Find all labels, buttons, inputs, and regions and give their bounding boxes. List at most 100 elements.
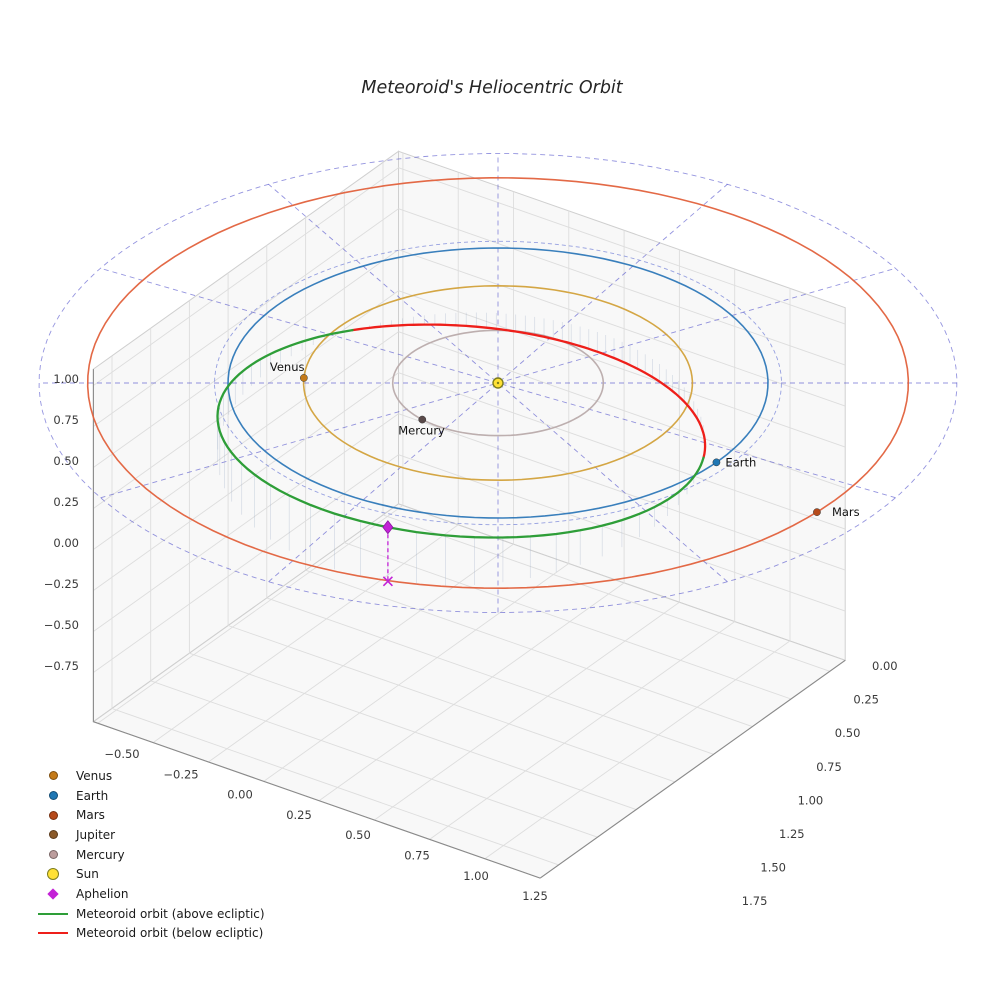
- grid-wall-z-left: [93, 290, 399, 509]
- y-tick-label: 1.50: [760, 861, 786, 875]
- legend-label: Venus: [76, 768, 113, 783]
- earth-label: Earth: [725, 455, 756, 469]
- grid-floor-y: [382, 514, 830, 672]
- x-tick-label: 1.00: [463, 869, 489, 883]
- grid-floor-x: [152, 524, 459, 743]
- grid-floor-x: [429, 621, 735, 840]
- grid-floor-x: [263, 563, 570, 782]
- grid-spoke: [100, 267, 896, 499]
- grid-wall-z-left: [93, 331, 399, 550]
- aphelion-marker: [382, 520, 394, 535]
- venus-orbit: [302, 284, 694, 482]
- grid-wall-z-left: [93, 167, 399, 386]
- grid-floor-y: [189, 652, 637, 811]
- x-tick-label: 0.00: [227, 788, 253, 802]
- mercury-marker: [418, 415, 427, 424]
- legend-marker-dot: [36, 850, 70, 860]
- grid-floor-y: [266, 597, 714, 755]
- legend-marker-diamond: [36, 888, 70, 900]
- grid-wall-z-left: [93, 208, 399, 427]
- grid-floor-y: [111, 708, 559, 866]
- grid-wall-z-left: [93, 372, 399, 591]
- earth-orbit: [227, 247, 769, 519]
- z-tick-label: 0.50: [53, 454, 79, 468]
- grid-floor-y: [344, 542, 792, 700]
- grid-wall-z-left: [93, 413, 399, 632]
- legend-item: Meteoroid orbit (above ecliptic): [36, 904, 265, 924]
- grid-floor-x: [208, 543, 514, 763]
- y-tick-label: 1.25: [779, 827, 805, 841]
- legend-diamond-swatch: [47, 888, 59, 900]
- legend-line-swatch: [38, 912, 68, 915]
- legend-dot-swatch: [48, 791, 58, 801]
- y-tick-label: 0.25: [853, 693, 879, 707]
- grid-spoke: [268, 183, 728, 583]
- grid-spoke: [100, 267, 896, 499]
- legend-label: Earth: [76, 788, 109, 803]
- legend-item: Aphelion: [36, 884, 265, 904]
- grid-floor-y: [227, 625, 676, 783]
- grid-wall-z-right: [398, 413, 846, 571]
- grid-floor-x: [97, 505, 404, 724]
- legend-item: Sun: [36, 864, 265, 884]
- legend-marker-dot: [36, 791, 70, 801]
- x-tick-label: 1.25: [522, 889, 548, 903]
- legend-label: Aphelion: [76, 886, 129, 901]
- x-tick-label: 0.50: [345, 828, 371, 842]
- grid-wall-z-right: [398, 208, 846, 366]
- grid-wall-z-right: [398, 454, 846, 612]
- y-tick-label: 0.00: [872, 659, 898, 673]
- grid-floor-y: [305, 569, 753, 728]
- legend-line-swatch: [38, 932, 68, 935]
- meteoroid-orbit-below: [351, 323, 707, 459]
- z-tick-label: 0.25: [53, 495, 79, 509]
- legend-dot-swatch: [48, 771, 58, 781]
- mars-orbit: [86, 176, 910, 590]
- y-tick-label: 1.00: [798, 793, 824, 807]
- y-axis-line: [539, 659, 846, 879]
- legend-dot-large-swatch: [47, 868, 59, 881]
- legend-label: Jupiter: [76, 827, 116, 842]
- legend-label: Meteoroid orbit (below ecliptic): [76, 926, 264, 941]
- aphelion-ground-marker: [382, 576, 393, 587]
- legend-item: Mercury: [36, 845, 265, 865]
- grid-floor-x: [318, 582, 625, 802]
- grid-wall-z-right: [398, 372, 846, 530]
- legend-marker-dot-large: [36, 868, 70, 881]
- legend-item: Mars: [36, 805, 265, 825]
- legend-marker-line: [36, 932, 70, 935]
- grid-outer-circle: [38, 153, 958, 613]
- z-tick-label: −0.25: [44, 577, 79, 591]
- grid-wall-z-left: [93, 454, 399, 673]
- z-tick-label: 0.75: [53, 413, 79, 427]
- legend: Venus Earth Mars Jupiter Mercury Sun Aphelion M…: [36, 766, 265, 943]
- grid-floor-x: [374, 601, 680, 821]
- legend-label: Sun: [76, 867, 99, 882]
- legend-item: Jupiter: [36, 825, 265, 845]
- legend-item: Meteoroid orbit (below ecliptic): [36, 924, 265, 944]
- legend-label: Mars: [76, 808, 105, 823]
- grid-inner-circle: [214, 240, 782, 526]
- sun-marker-core: [496, 381, 500, 385]
- y-tick-label: 1.75: [742, 894, 768, 908]
- legend-dot-swatch: [48, 850, 58, 860]
- earth-marker: [712, 458, 721, 467]
- grid-wall-z-right: [398, 290, 846, 448]
- venus-label: Venus: [270, 360, 305, 374]
- chart-title: Meteoroid's Heliocentric Orbit: [361, 78, 623, 98]
- legend-marker-dot: [36, 830, 70, 840]
- x-tick-label: 0.25: [286, 808, 312, 822]
- grid-wall-z-left: [93, 249, 399, 468]
- legend-item: Venus: [36, 766, 265, 786]
- grid-spoke: [268, 183, 728, 583]
- y-tick-label: 0.50: [835, 726, 861, 740]
- legend-label: Meteoroid orbit (above ecliptic): [76, 906, 265, 921]
- legend-marker-dot: [36, 810, 70, 820]
- legend-marker-dot: [36, 771, 70, 781]
- z-tick-label: −0.50: [44, 618, 79, 632]
- z-tick-label: 1.00: [53, 372, 79, 386]
- mars-marker: [813, 508, 821, 516]
- x-tick-label: −0.50: [104, 747, 139, 761]
